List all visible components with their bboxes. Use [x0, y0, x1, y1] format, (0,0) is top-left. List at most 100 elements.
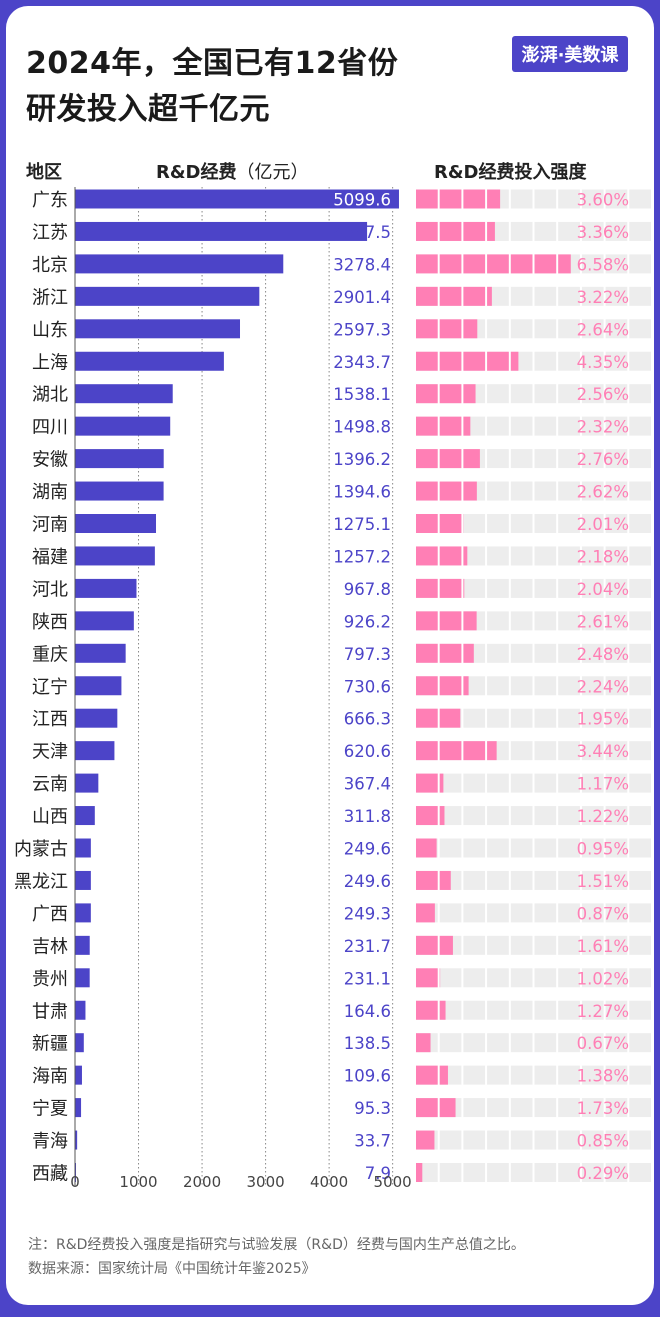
intensity-track-26-7: [558, 1000, 580, 1020]
rd-value-label-16: 730.6: [344, 677, 391, 696]
intensity-fill-18-1: [416, 741, 438, 761]
intensity-track-17-7: [558, 708, 580, 728]
intensity-fill-10-3: [463, 481, 477, 501]
intensity-track-4-9: [605, 286, 628, 306]
region-label-5: 山东: [32, 320, 68, 341]
intensity-track-21-3: [463, 838, 486, 858]
intensity-track-19-5: [510, 773, 533, 793]
intensity-track-25-7: [558, 968, 580, 988]
intensity-track-23-3: [463, 903, 486, 923]
intensity-fill-5-2: [439, 319, 462, 339]
intensity-track-1-7: [558, 189, 580, 209]
rd-value-label-8: 1498.8: [333, 418, 391, 437]
intensity-fill-31-1: [416, 1163, 423, 1182]
intensity-track-9-6: [534, 449, 557, 469]
intensity-fill-1-2: [439, 189, 462, 209]
region-label-18: 天津: [32, 742, 68, 763]
intensity-track-26-8: [581, 1000, 604, 1020]
region-label-29: 宁夏: [32, 1099, 68, 1120]
region-label-13: 河北: [32, 579, 68, 600]
intensity-fill-2-2: [439, 221, 462, 241]
intensity-fill-6-5: [510, 351, 519, 371]
intensity-track-17-9: [605, 708, 628, 728]
intensity-fill-13-1: [416, 578, 438, 598]
intensity-track-20-10: [629, 806, 651, 826]
region-label-28: 海南: [32, 1066, 68, 1087]
brand-logo: 澎湃·美数课: [512, 36, 628, 72]
intensity-fill-6-4: [487, 351, 509, 371]
rd-bar-25: [75, 968, 90, 988]
intensity-track-26-5: [510, 1000, 533, 1020]
intensity-fill-14-1: [416, 611, 438, 631]
intensity-fill-3-2: [439, 254, 462, 274]
intensity-fill-6-3: [463, 351, 486, 371]
rd-value-label-13: 967.8: [344, 580, 391, 599]
x-tick-label-3000: 3000: [246, 1173, 284, 1191]
intensity-track-21-5: [510, 838, 533, 858]
intensity-track-25-10: [629, 968, 651, 988]
intensity-fill-21-1: [416, 838, 437, 858]
intensity-track-17-4: [487, 708, 509, 728]
intensity-track-19-7: [558, 773, 580, 793]
intensity-track-17-6: [534, 708, 557, 728]
rd-value-label-2: 4597.5: [333, 223, 391, 242]
rd-value-label-22: 249.6: [344, 872, 391, 891]
intensity-track-9-8: [581, 449, 604, 469]
intensity-track-12-9: [605, 546, 628, 566]
x-tick-label-1000: 1000: [119, 1173, 157, 1191]
intensity-track-8-7: [558, 416, 580, 436]
intensity-track-15-7: [558, 643, 580, 663]
intensity-track-12-4: [487, 546, 509, 566]
intensity-track-28-10: [629, 1065, 651, 1085]
intensity-track-9-7: [558, 449, 580, 469]
region-label-20: 山西: [32, 807, 68, 828]
intensity-track-25-6: [534, 968, 557, 988]
intensity-track-4-5: [510, 286, 533, 306]
intensity-fill-12-2: [439, 546, 462, 566]
intensity-fill-27-1: [416, 1033, 431, 1053]
intensity-track-12-8: [581, 546, 604, 566]
intensity-track-30-10: [629, 1130, 651, 1150]
intensity-track-29-6: [534, 1098, 557, 1118]
rd-value-label-11: 1275.1: [333, 515, 391, 534]
intensity-track-7-4: [487, 384, 509, 404]
rd-bar-12: [75, 546, 155, 566]
intensity-track-24-8: [581, 935, 604, 955]
intensity-track-6-6: [534, 351, 557, 371]
intensity-value-label-23: 0.87%: [577, 904, 629, 923]
intensity-track-13-8: [581, 578, 604, 598]
intensity-track-23-6: [534, 903, 557, 923]
rd-bar-23: [75, 903, 91, 923]
intensity-track-3-10: [629, 254, 651, 274]
region-label-12: 福建: [32, 547, 68, 568]
rd-header: R&D经费（亿元）: [156, 158, 309, 184]
region-label-23: 广西: [32, 904, 68, 925]
intensity-fill-6-1: [416, 351, 438, 371]
intensity-track-21-4: [487, 838, 509, 858]
rd-value-label-26: 164.6: [344, 1002, 391, 1021]
intensity-track-17-8: [581, 708, 604, 728]
intensity-track-23-2: [439, 903, 462, 923]
intensity-track-11-5: [510, 514, 533, 533]
region-label-6: 上海: [32, 352, 68, 373]
intensity-fill-17-2: [439, 708, 461, 728]
intensity-fill-15-1: [416, 643, 438, 663]
rd-bar-19: [75, 773, 99, 793]
intensity-track-25-3: [463, 968, 486, 988]
rd-value-label-20: 311.8: [344, 807, 391, 826]
intensity-fill-3-6: [534, 254, 557, 274]
rd-value-label-3: 3278.4: [333, 255, 391, 274]
intensity-value-label-18: 3.44%: [577, 742, 629, 761]
region-label-30: 青海: [32, 1131, 68, 1152]
intensity-track-8-5: [510, 416, 533, 436]
intensity-track-30-5: [510, 1130, 533, 1150]
intensity-track-16-8: [581, 676, 604, 696]
intensity-track-25-4: [487, 968, 509, 988]
intensity-fill-29-1: [416, 1098, 438, 1118]
intensity-track-18-10: [629, 741, 651, 761]
intensity-track-25-9: [605, 968, 628, 988]
intensity-track-9-9: [605, 449, 628, 469]
region-label-15: 重庆: [32, 644, 68, 665]
intensity-fill-3-7: [558, 254, 571, 274]
intensity-fill-7-1: [416, 384, 438, 404]
